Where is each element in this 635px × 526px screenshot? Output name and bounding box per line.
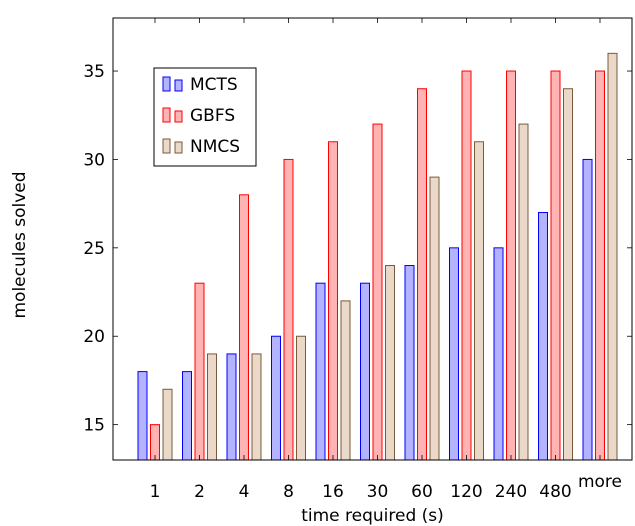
bar-nmcs-more <box>607 52 618 461</box>
bar-nmcs-480 <box>563 88 573 461</box>
legend-swatch-small-mcts <box>174 79 183 92</box>
x-tick-label: 120 <box>450 482 482 502</box>
x-tick-label: 30 <box>367 482 389 502</box>
bar-gbfs-1 <box>150 424 160 461</box>
x-tick-label: 1 <box>150 482 161 502</box>
x-tick-label: 8 <box>283 482 294 502</box>
bar-gbfs-2 <box>194 282 205 461</box>
bar-nmcs-30 <box>385 265 395 461</box>
legend-label-mcts: MCTS <box>190 75 238 95</box>
bar-gbfs-8 <box>283 158 294 461</box>
y-tick-label: 35 <box>83 62 105 82</box>
legend-swatch-mcts <box>162 76 171 92</box>
x-tick-label: 480 <box>539 482 571 502</box>
bar-gbfs-more <box>595 70 605 461</box>
legend-box <box>153 67 257 167</box>
bar-mcts-240 <box>493 247 504 461</box>
bar-gbfs-30 <box>372 123 383 461</box>
bar-mcts-more <box>582 158 593 461</box>
legend-swatch-gbfs <box>162 107 171 123</box>
bar-mcts-4 <box>226 353 237 461</box>
bar-nmcs-8 <box>296 335 306 461</box>
bar-mcts-30 <box>360 282 370 461</box>
bar-nmcs-240 <box>518 123 529 461</box>
bars-group <box>137 52 618 461</box>
bar-gbfs-480 <box>550 70 561 461</box>
bar-nmcs-120 <box>474 141 484 461</box>
bar-nmcs-1 <box>162 388 173 461</box>
bar-nmcs-60 <box>429 176 440 461</box>
ticks-group: 1 2 4 8 16 30 60 120 240 480 more 15 20 25 30 35 <box>83 18 632 502</box>
bar-gbfs-16 <box>328 141 338 461</box>
bar-mcts-16 <box>315 282 326 461</box>
plot-frame <box>112 17 633 461</box>
y-axis-label: molecules solved <box>10 172 30 319</box>
legend-label-gbfs: GBFS <box>190 106 235 126</box>
y-tick-label: 30 <box>83 150 105 170</box>
bar-gbfs-120 <box>461 70 472 461</box>
y-tick-label: 25 <box>83 239 105 259</box>
legend-label-nmcs: NMCS <box>190 137 240 157</box>
x-tick-label: 60 <box>411 482 433 502</box>
bar-mcts-480 <box>538 211 548 461</box>
legend-swatch-nmcs <box>162 138 171 154</box>
y-tick-label: 15 <box>83 416 105 436</box>
legend-swatch-small-nmcs <box>174 141 183 154</box>
x-tick-label: 240 <box>495 482 527 502</box>
x-tick-label: 16 <box>322 482 344 502</box>
bar-mcts-60 <box>404 265 415 461</box>
x-axis-label: time required (s) <box>301 506 444 526</box>
bar-mcts-8 <box>271 335 281 461</box>
bar-nmcs-16 <box>340 300 351 461</box>
x-tick-label: more <box>578 472 622 492</box>
bar-gbfs-240 <box>506 70 516 461</box>
legend: MCTS GBFS NMCS <box>153 67 257 167</box>
x-tick-label: 2 <box>194 482 205 502</box>
bar-gbfs-4 <box>239 194 249 461</box>
bar-nmcs-4 <box>251 353 262 461</box>
bar-mcts-120 <box>449 247 459 461</box>
bar-gbfs-60 <box>417 88 427 461</box>
bar-mcts-1 <box>137 371 148 461</box>
legend-swatch-small-gbfs <box>174 110 183 123</box>
bar-nmcs-2 <box>207 353 217 461</box>
x-tick-label: 4 <box>239 482 250 502</box>
y-tick-label: 20 <box>83 327 105 347</box>
bar-mcts-2 <box>182 371 192 461</box>
